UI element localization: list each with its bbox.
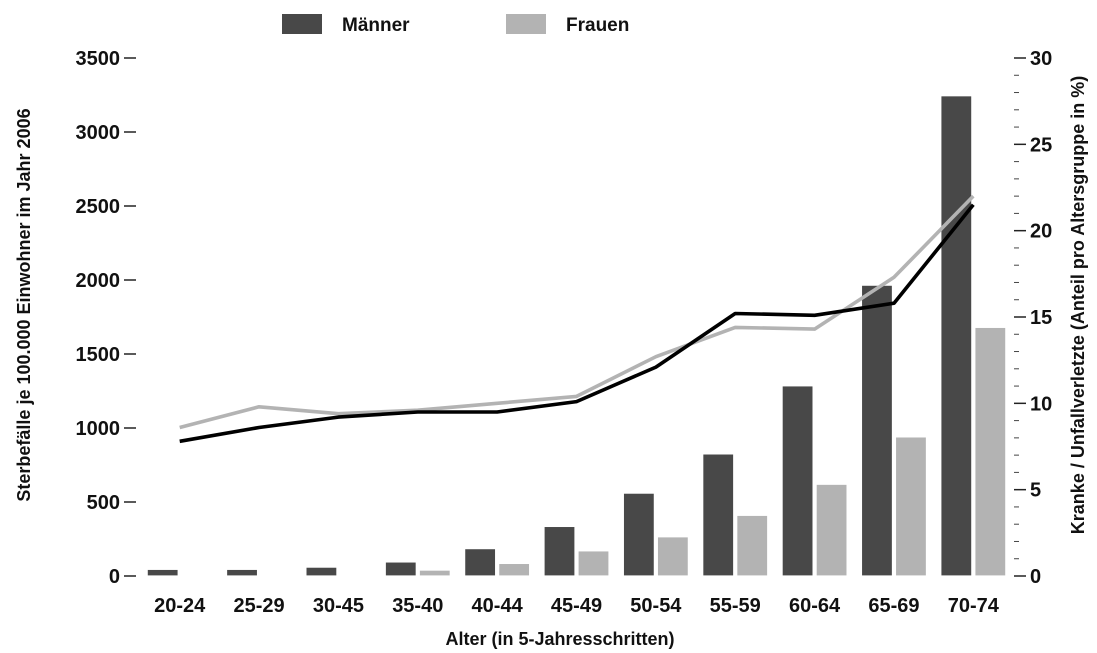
- x-tick-label: 40-44: [472, 595, 524, 617]
- x-tick-label: 25-29: [233, 595, 284, 617]
- bar-frauen-70-74: [974, 326, 1007, 577]
- y2-axis-title: Kranke / Unfallverletzte (Anteil pro Alt…: [1068, 76, 1088, 534]
- y-tick-label: 1000: [76, 418, 121, 440]
- y-tick-label: 0: [109, 566, 120, 588]
- bar-frauen-65-69: [894, 436, 928, 577]
- bar-frauen-60-64: [815, 483, 848, 577]
- bar-maenner-70-74: [940, 95, 973, 577]
- y-tick-label: 500: [87, 492, 120, 514]
- y-tick-label: 2000: [76, 270, 121, 292]
- bar-maenner-65-69: [860, 284, 894, 577]
- x-tick-label: 70-74: [948, 595, 1000, 617]
- bar-maenner-40-44: [464, 548, 497, 577]
- y2-tick-label: 15: [1030, 307, 1052, 329]
- bar-maenner-55-59: [702, 453, 735, 577]
- x-tick-label: 30-45: [313, 595, 364, 617]
- y-axis-title: Sterbefälle je 100.000 Einwohner im Jahr…: [14, 108, 34, 501]
- y2-tick-label: 10: [1030, 393, 1052, 415]
- legend-label-frauen: Frauen: [566, 15, 629, 36]
- legend-swatch-maenner: [282, 14, 322, 34]
- x-tick-label: 45-49: [551, 595, 602, 617]
- y2-tick-label: 0: [1030, 566, 1041, 588]
- y-tick-label: 3500: [76, 48, 121, 70]
- axes-layer: 0 500 1000 1500 2000 2500 3000 3500 0 5 10 15 20 25 30…: [76, 48, 1053, 617]
- bar-maenner-30-45: [305, 566, 338, 577]
- bars-layer: [146, 95, 1007, 577]
- y-tick-label: 3000: [76, 122, 121, 144]
- x-tick-label: 55-59: [710, 595, 761, 617]
- y2-tick-label: 5: [1030, 480, 1041, 502]
- bar-maenner-25-29: [225, 568, 259, 577]
- lines-layer: [179, 194, 975, 444]
- bar-maenner-60-64: [781, 385, 814, 577]
- bar-frauen-35-40: [418, 569, 451, 577]
- legend: Männer Frauen: [282, 14, 629, 36]
- line-series-black: [179, 203, 975, 444]
- y-tick-label: 1500: [76, 344, 121, 366]
- y2-tick-label: 20: [1030, 221, 1052, 243]
- y2-tick-label: 30: [1030, 48, 1052, 70]
- legend-label-maenner: Männer: [342, 15, 410, 36]
- bar-frauen-40-44: [498, 562, 531, 577]
- bar-maenner-45-49: [543, 525, 576, 577]
- bar-frauen-55-59: [736, 514, 769, 577]
- x-tick-label: 20-24: [154, 595, 206, 617]
- bar-maenner-50-54: [622, 492, 655, 577]
- line-series-grey: [179, 194, 975, 430]
- legend-swatch-frauen: [506, 14, 546, 34]
- bar-maenner-35-40: [384, 561, 417, 577]
- bar-frauen-45-49: [577, 550, 610, 577]
- x-tick-label: 65-69: [868, 595, 919, 617]
- y2-tick-label: 25: [1030, 134, 1052, 156]
- bar-maenner-20-24: [146, 568, 179, 577]
- y-tick-label: 2500: [76, 196, 121, 218]
- x-tick-label: 35-40: [392, 595, 443, 617]
- x-tick-label: 50-54: [630, 595, 682, 617]
- x-axis-title: Alter (in 5-Jahresschritten): [445, 629, 674, 649]
- bar-frauen-50-54: [656, 536, 689, 577]
- x-tick-label: 60-64: [789, 595, 841, 617]
